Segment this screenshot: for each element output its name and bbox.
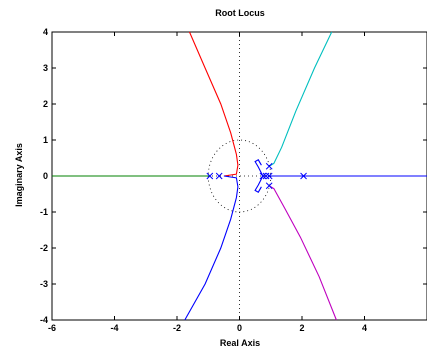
y-tick-label: 0 [43, 171, 48, 181]
y-tick-label: 1 [43, 135, 48, 145]
x-tick-label: 2 [299, 323, 304, 333]
pole-stroke [300, 172, 307, 180]
series-layer [52, 31, 427, 321]
x-tick-label: -6 [48, 323, 56, 333]
chart-title: Root Locus [215, 8, 265, 18]
locus-branch [254, 159, 264, 177]
x-tick-label: -4 [110, 323, 118, 333]
pole-marker [265, 182, 273, 190]
pole-marker [206, 172, 214, 180]
y-tick-label: -2 [40, 243, 48, 253]
x-axis-label: Real Axis [220, 338, 260, 348]
locus-branch [188, 31, 239, 177]
locus-branch [268, 185, 337, 321]
poles-layer [206, 162, 307, 190]
x-ticks: -6 -4 -2 0 2 4 [48, 32, 367, 333]
x-tick-label: 4 [362, 323, 367, 333]
pole-marker [300, 172, 307, 180]
locus-branch [254, 175, 264, 193]
pole-marker [215, 172, 223, 180]
pole-marker [262, 172, 270, 180]
pole-stroke [215, 172, 223, 180]
locus-branch [268, 31, 333, 167]
y-tick-label: 2 [43, 99, 48, 109]
x-tick-label: 0 [237, 323, 242, 333]
y-tick-label: -1 [40, 207, 48, 217]
pole-stroke [206, 172, 214, 180]
pole-marker [265, 172, 273, 180]
y-tick-label: 3 [43, 63, 48, 73]
pole-stroke [259, 172, 267, 180]
y-tick-label: 4 [43, 27, 48, 37]
pole-stroke [265, 162, 273, 170]
y-tick-label: -3 [40, 279, 48, 289]
locus-branch [184, 175, 239, 321]
pole-marker [259, 172, 267, 180]
x-tick-label: -2 [173, 323, 181, 333]
y-axis-label: Imaginary Axis [14, 143, 24, 207]
pole-stroke [262, 172, 270, 180]
pole-stroke [265, 172, 273, 180]
pole-stroke [265, 182, 273, 190]
y-tick-label: -4 [40, 315, 48, 325]
pole-marker [265, 162, 273, 170]
